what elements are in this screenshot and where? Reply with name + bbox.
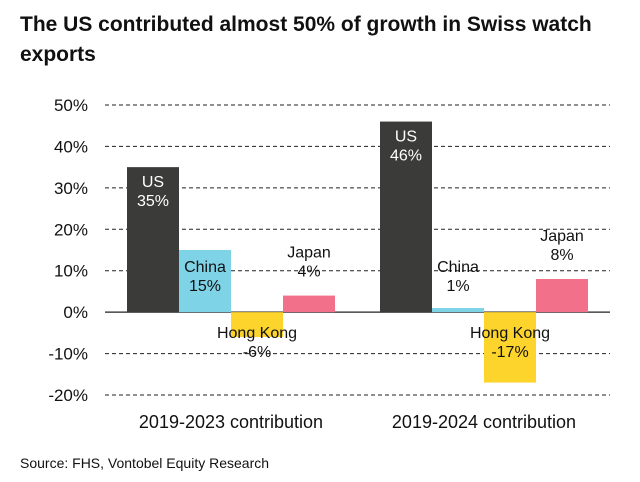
bar-hong-kong	[484, 312, 536, 383]
source-note: Source: FHS, Vontobel Equity Research	[20, 455, 270, 471]
bar-japan	[536, 279, 588, 313]
chart-title: The US contributed almost 50% of growth …	[20, 13, 592, 66]
y-tick-label: 20%	[54, 220, 88, 239]
data-label-series-name: Japan	[287, 245, 331, 262]
data-label-value: 46%	[390, 148, 422, 165]
y-tick-label: 50%	[54, 96, 88, 115]
data-label-series-name: Hong Kong	[217, 325, 297, 342]
data-label-value: -6%	[243, 344, 271, 361]
x-category-label: 2019-2024 contribution	[392, 412, 576, 432]
data-label-value: 8%	[550, 247, 573, 264]
y-tick-label: -10%	[48, 345, 88, 364]
bar-china	[432, 308, 484, 313]
data-label-series-name: China	[184, 259, 226, 276]
data-label-value: 1%	[446, 278, 469, 295]
x-category-label: 2019-2023 contribution	[139, 412, 323, 432]
data-label-series-name: Hong Kong	[470, 325, 550, 342]
bar-japan	[283, 295, 335, 313]
data-label-series-name: US	[395, 129, 417, 146]
y-tick-label: -20%	[48, 386, 88, 405]
data-label-value: 35%	[137, 193, 169, 210]
bar-hong-kong	[231, 312, 283, 337]
data-label-series-name: China	[437, 259, 479, 276]
data-label-value: 15%	[189, 278, 221, 295]
bar-china	[179, 250, 231, 313]
y-tick-label: 30%	[54, 179, 88, 198]
data-label-series-name: Japan	[540, 228, 584, 245]
bar-us	[380, 121, 432, 313]
data-label-value: 4%	[297, 264, 320, 281]
bar-us	[127, 167, 179, 313]
y-tick-label: 10%	[54, 262, 88, 281]
y-tick-label: 0%	[63, 303, 88, 322]
y-tick-label: 40%	[54, 137, 88, 156]
data-label-value: -17%	[491, 344, 528, 361]
data-label-series-name: US	[142, 174, 164, 191]
